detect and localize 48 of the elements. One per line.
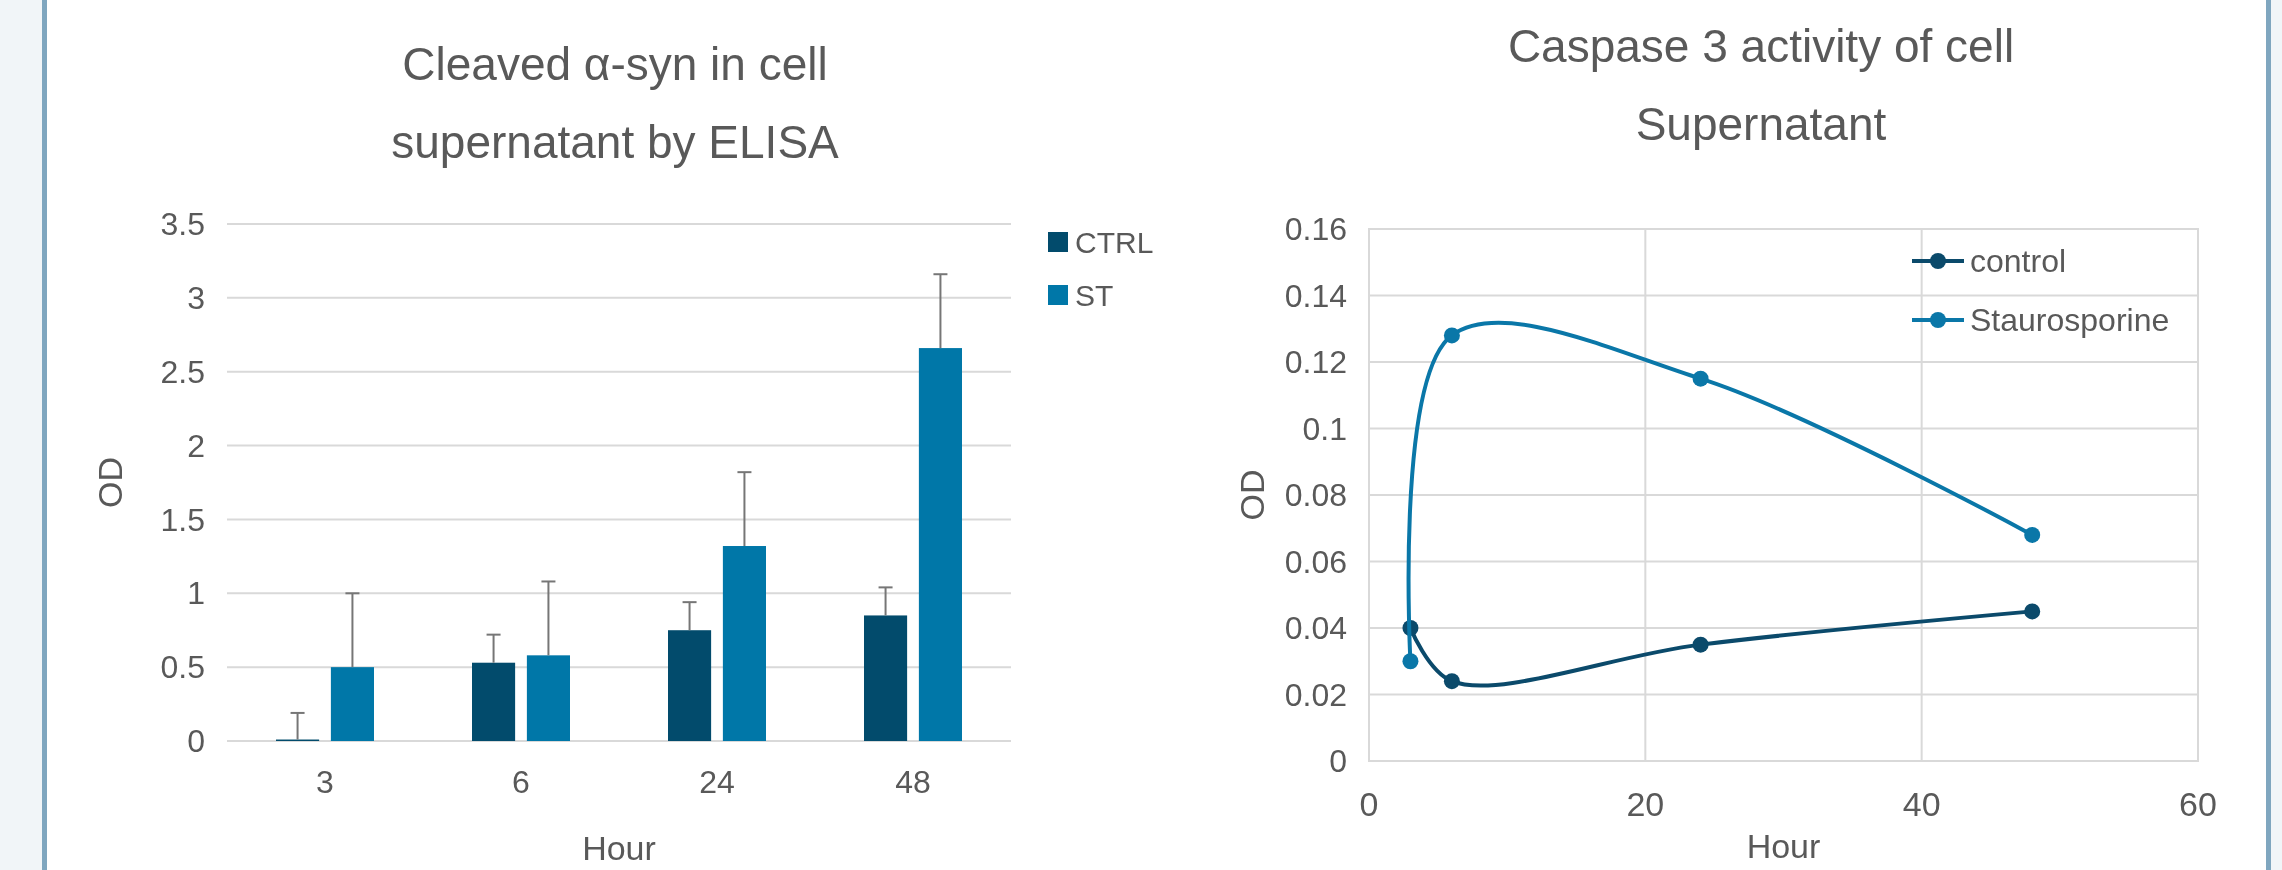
x-axis-title: Hour (1746, 827, 1821, 865)
y-tick-label: 0.5 (160, 649, 205, 686)
x-tick-label: 60 (2179, 785, 2217, 823)
y-tick-label: 0.06 (1284, 543, 1347, 580)
point (2024, 603, 2041, 620)
y-axis-title: OD (91, 457, 129, 508)
point (1692, 636, 1709, 653)
x-tick-label: 0 (1359, 785, 1379, 823)
point (1443, 327, 1460, 344)
bar (864, 615, 908, 741)
legend-label: Staurosporine (1970, 302, 2170, 339)
legend-label: control (1970, 243, 2067, 280)
y-tick-label: 0 (187, 723, 205, 760)
y-tick-label: 0.16 (1284, 211, 1347, 248)
point (2024, 526, 2041, 543)
bar (918, 348, 962, 741)
point (1692, 370, 1709, 387)
chart-title: Caspase 3 activity of cell Supernatant (1507, 20, 2015, 150)
y-tick-label: 0.14 (1284, 277, 1347, 314)
point (1443, 673, 1460, 690)
x-tick-label: 6 (512, 764, 530, 800)
point (1402, 653, 1419, 670)
bar (330, 667, 374, 741)
x-tick-label: 48 (895, 764, 931, 800)
x-tick-label: 3 (316, 764, 334, 800)
y-tick-label: 1 (187, 575, 205, 612)
y-tick-label: 0.08 (1284, 477, 1347, 514)
x-axis-title: Hour (582, 829, 656, 867)
y-tick-label: 0.12 (1284, 344, 1347, 381)
y-tick-label: 1.5 (160, 501, 205, 538)
y-tick-label: 0.1 (1302, 410, 1347, 447)
bar (472, 662, 516, 741)
x-tick-label: 24 (699, 764, 735, 800)
y-tick-label: 0.04 (1284, 610, 1347, 647)
bar (526, 655, 570, 741)
x-tick-label: 40 (1902, 785, 1941, 823)
legend-label: ST (1075, 278, 1114, 312)
y-axis-title: OD (1233, 469, 1271, 521)
x-tick-label: 20 (1626, 785, 1665, 823)
chart-title: Cleaved α-syn in cell supernatant by ELISA (391, 38, 840, 168)
legend-label: CTRL (1075, 225, 1154, 259)
y-tick-label: 2 (187, 427, 205, 464)
y-tick-label: 0.02 (1284, 676, 1347, 713)
y-tick-label: 3 (187, 280, 205, 317)
bar (722, 546, 766, 741)
bar (668, 630, 712, 741)
y-tick-label: 2.5 (160, 353, 205, 390)
y-tick-label: 3.5 (160, 206, 205, 243)
